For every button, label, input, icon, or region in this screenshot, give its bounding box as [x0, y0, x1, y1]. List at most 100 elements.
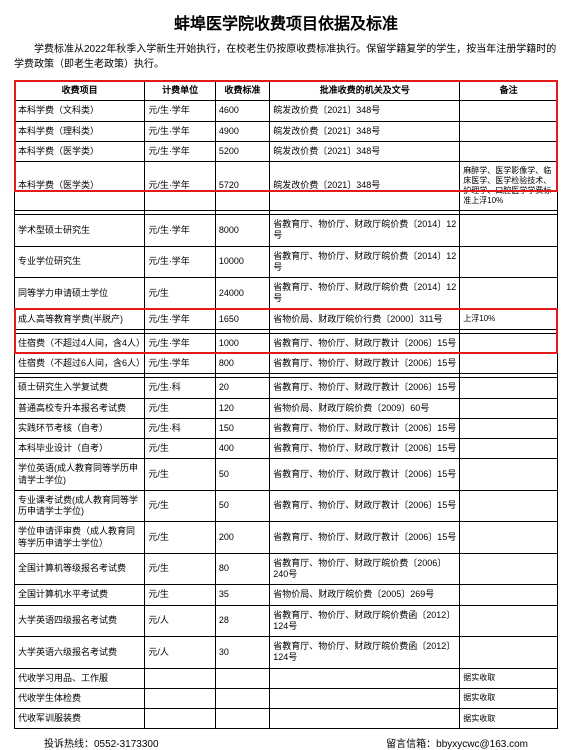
cell-note: [460, 637, 558, 669]
cell-basis: 省教育厅、物价厅、财政厅教计〔2006〕15号: [270, 459, 460, 491]
cell-item: 本科学费（理科类）: [15, 121, 145, 141]
cell-fee: 150: [215, 418, 269, 438]
cell-unit: [145, 668, 216, 688]
cell-item: 专业课考试费(成人教育同等学历申请学士学位): [15, 490, 145, 522]
cell-unit: 元/生: [145, 553, 216, 585]
table-row: 本科学费（文科类）元/生·学年4600皖发改价费〔2021〕348号: [15, 101, 558, 121]
cell-item: 住宿费（不超过6人间，含6人）: [15, 354, 145, 374]
cell-fee: 20: [215, 378, 269, 398]
cell-note: 据实收取: [460, 709, 558, 729]
cell-unit: 元/人: [145, 637, 216, 669]
cell-note: 麻醉学、医学影像学、临床医学、医学检验技术、护理学、口腔医学学费标准上浮10%: [460, 162, 558, 211]
cell-unit: 元/生: [145, 585, 216, 605]
cell-unit: 元/生: [145, 459, 216, 491]
table-row: 代收军训服装费 据实收取: [15, 709, 558, 729]
cell-unit: 元/生: [145, 522, 216, 554]
cell-note: [460, 398, 558, 418]
cell-item: 同等学力申请硕士学位: [15, 278, 145, 310]
cell-note: 上浮10%: [460, 309, 558, 329]
cell-unit: 元/生: [145, 439, 216, 459]
cell-unit: 元/生·学年: [145, 333, 216, 353]
table-header-row: 收费项目 计费单位 收费标准 批准收费的机关及文号 备注: [15, 81, 558, 101]
cell-item: 代收军训服装费: [15, 709, 145, 729]
cell-fee: 400: [215, 439, 269, 459]
table-row: 专业课考试费(成人教育同等学历申请学士学位)元/生50省教育厅、物价厅、财政厅教…: [15, 490, 558, 522]
cell-basis: [270, 668, 460, 688]
table-row: 硕士研究生入学复试费元/生·科20省教育厅、物价厅、财政厅教计〔2006〕15号: [15, 378, 558, 398]
cell-note: [460, 141, 558, 161]
cell-basis: 省物价局、财政厅皖价行费〔2000〕311号: [270, 309, 460, 329]
table-row: 住宿费（不超过4人间，含4人）元/生·学年1000省教育厅、物价厅、财政厅教计〔…: [15, 333, 558, 353]
cell-item: 全国计算机等级报名考试费: [15, 553, 145, 585]
cell-note: [460, 418, 558, 438]
cell-basis: 省教育厅、物价厅、财政厅教计〔2006〕15号: [270, 354, 460, 374]
cell-fee: 8000: [215, 215, 269, 247]
cell-item: 全国计算机水平考试费: [15, 585, 145, 605]
cell-fee: 28: [215, 605, 269, 637]
cell-unit: 元/生: [145, 398, 216, 418]
cell-unit: 元/生: [145, 490, 216, 522]
table-row: 住宿费（不超过6人间，含6人）元/生·学年800省教育厅、物价厅、财政厅教计〔2…: [15, 354, 558, 374]
cell-unit: 元/生·学年: [145, 354, 216, 374]
cell-note: [460, 378, 558, 398]
table-row: 学术型硕士研究生元/生·学年8000省教育厅、物价厅、财政厅皖价费〔2014〕1…: [15, 215, 558, 247]
cell-note: [460, 278, 558, 310]
cell-note: [460, 121, 558, 141]
table-row: 本科学费（理科类）元/生·学年4900皖发改价费〔2021〕348号: [15, 121, 558, 141]
cell-basis: 省教育厅、物价厅、财政厅皖价费〔2014〕12号: [270, 246, 460, 278]
cell-note: [460, 522, 558, 554]
cell-basis: 省教育厅、物价厅、财政厅教计〔2006〕15号: [270, 490, 460, 522]
cell-basis: 省教育厅、物价厅、财政厅教计〔2006〕15号: [270, 522, 460, 554]
cell-basis: 省教育厅、物价厅、财政厅皖价费〔2006〕240号: [270, 553, 460, 585]
cell-basis: 省物价局、财政厅皖价费〔2005〕269号: [270, 585, 460, 605]
preamble-text: 学费标准从2022年秋季入学新生开始执行，在校老生仍按原收费标准执行。保留学籍复…: [14, 42, 558, 72]
table-row: 学位英语(成人教育同等学历申请学士学位)元/生50省教育厅、物价厅、财政厅教计〔…: [15, 459, 558, 491]
cell-unit: [145, 688, 216, 708]
cell-unit: 元/人: [145, 605, 216, 637]
th-note: 备注: [460, 81, 558, 101]
th-item: 收费项目: [15, 81, 145, 101]
cell-basis: 省教育厅、物价厅、财政厅教计〔2006〕15号: [270, 439, 460, 459]
footer: 投诉热线：0552-3173300 留言信箱：bbyxycwc@163.com: [14, 735, 558, 750]
cell-basis: [270, 688, 460, 708]
cell-item: 本科学费（医学类）: [15, 162, 145, 211]
cell-basis: 皖发改价费〔2021〕348号: [270, 141, 460, 161]
cell-fee: 35: [215, 585, 269, 605]
table-row: 代收学习用品、工作服据实收取: [15, 668, 558, 688]
cell-basis: [270, 709, 460, 729]
cell-note: [460, 605, 558, 637]
cell-item: 硕士研究生入学复试费: [15, 378, 145, 398]
table-row: 同等学力申请硕士学位元/生24000省教育厅、物价厅、财政厅皖价费〔2014〕1…: [15, 278, 558, 310]
cell-basis: 省物价局、财政厅皖价费〔2009〕60号: [270, 398, 460, 418]
table-row: 本科学费（医学类）元/生·学年5200皖发改价费〔2021〕348号: [15, 141, 558, 161]
cell-fee: 1000: [215, 333, 269, 353]
cell-note: [460, 490, 558, 522]
cell-basis: 省教育厅、物价厅、财政厅教计〔2006〕15号: [270, 418, 460, 438]
table-row: 大学英语六级报名考试费元/人30省教育厅、物价厅、财政厅皖价费函〔2012〕12…: [15, 637, 558, 669]
table-row: 实践环节考核（自考）元/生·科150省教育厅、物价厅、财政厅教计〔2006〕15…: [15, 418, 558, 438]
cell-unit: [145, 709, 216, 729]
th-unit: 计费单位: [145, 81, 216, 101]
cell-item: 学位英语(成人教育同等学历申请学士学位): [15, 459, 145, 491]
table-row: 全国计算机水平考试费元/生35省物价局、财政厅皖价费〔2005〕269号: [15, 585, 558, 605]
cell-note: [460, 101, 558, 121]
cell-basis: 皖发改价费〔2021〕348号: [270, 121, 460, 141]
cell-unit: 元/生·学年: [145, 246, 216, 278]
cell-item: 本科学费（医学类）: [15, 141, 145, 161]
cell-note: [460, 246, 558, 278]
table-row: 成人高等教育学费(半脱产)元/生·学年1650省物价局、财政厅皖价行费〔2000…: [15, 309, 558, 329]
cell-note: [460, 553, 558, 585]
cell-note: [460, 585, 558, 605]
table-row: 专业学位研究生元/生·学年10000省教育厅、物价厅、财政厅皖价费〔2014〕1…: [15, 246, 558, 278]
cell-fee: 200: [215, 522, 269, 554]
cell-item: 普通高校专升本报名考试费: [15, 398, 145, 418]
cell-fee: 1650: [215, 309, 269, 329]
cell-unit: 元/生·学年: [145, 215, 216, 247]
cell-fee: 120: [215, 398, 269, 418]
cell-item: 住宿费（不超过4人间，含4人）: [15, 333, 145, 353]
cell-basis: 省教育厅、物价厅、财政厅教计〔2006〕15号: [270, 378, 460, 398]
cell-unit: 元/生·学年: [145, 162, 216, 211]
table-row: 本科毕业设计（自考）元/生400省教育厅、物价厅、财政厅教计〔2006〕15号: [15, 439, 558, 459]
cell-fee: 30: [215, 637, 269, 669]
cell-basis: 省教育厅、物价厅、财政厅皖价费函〔2012〕124号: [270, 637, 460, 669]
